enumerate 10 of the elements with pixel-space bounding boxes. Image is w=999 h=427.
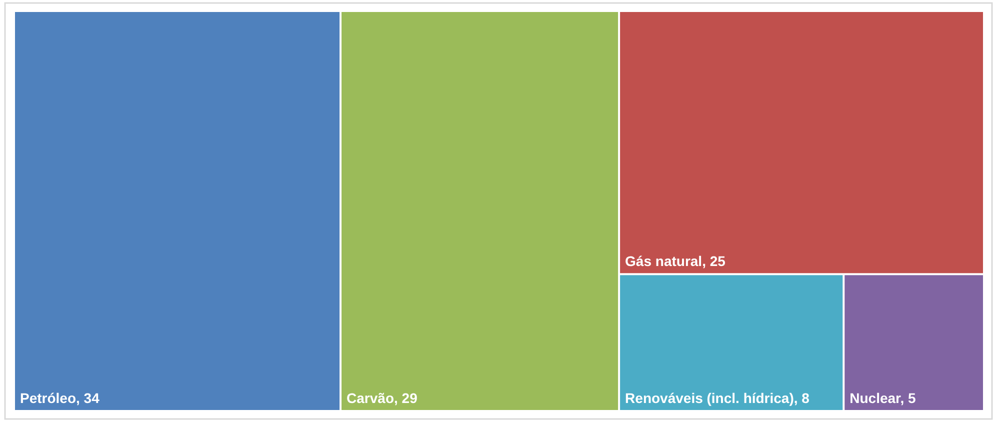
data-label: , 34 bbox=[76, 390, 100, 406]
data-label: , 5 bbox=[900, 390, 916, 406]
category-label: Carvão bbox=[346, 390, 394, 406]
category-label: Gás natural bbox=[625, 253, 702, 270]
category-label: Nuclear bbox=[850, 390, 902, 406]
data-label: , 25 bbox=[702, 253, 726, 270]
category-label: Renováveis (incl. hídrica) bbox=[625, 390, 794, 406]
data-label: , 29 bbox=[394, 390, 418, 406]
category-label: Petróleo bbox=[20, 390, 76, 406]
data-label: , 8 bbox=[794, 390, 810, 406]
